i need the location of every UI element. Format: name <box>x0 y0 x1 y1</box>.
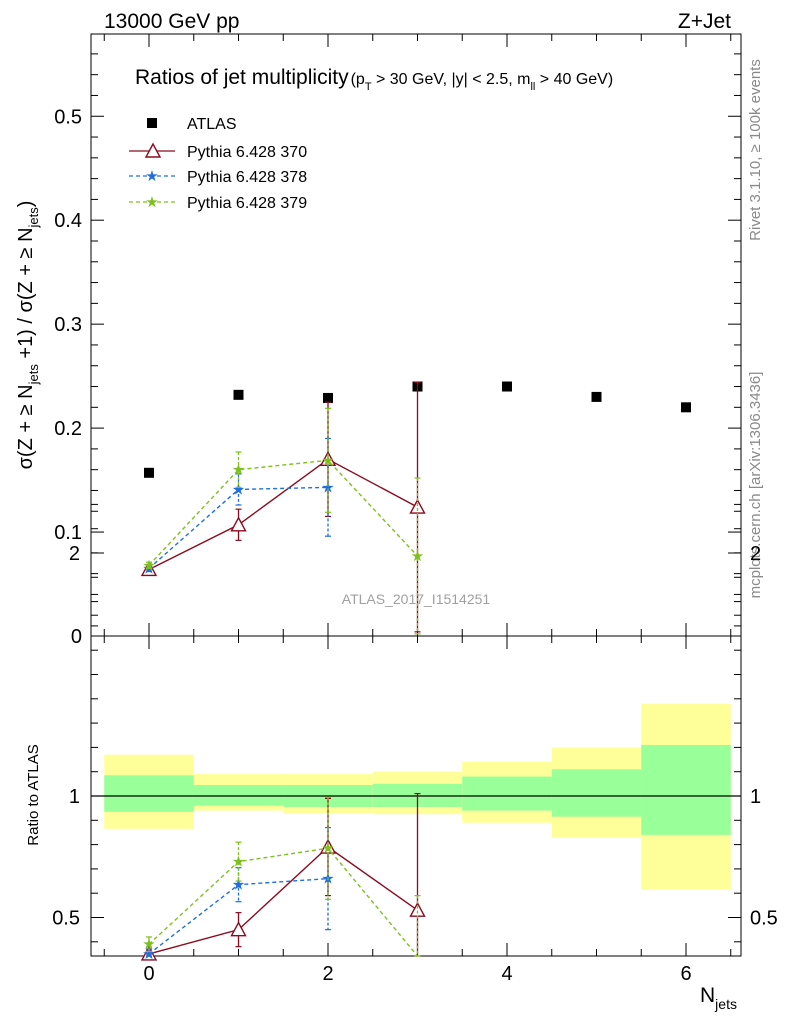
legend-marker-370 <box>144 142 162 158</box>
ratio-ytick-label-right: 2 <box>750 543 761 565</box>
main-ytick-label: 0.3 <box>54 314 82 336</box>
data-point-star: ★ <box>142 936 155 953</box>
legend-label-379: Pythia 6.428 379 <box>187 195 307 212</box>
ratio-xtick-label: 6 <box>680 963 691 985</box>
main-title: Ratios of jet multiplicity (pT > 30 GeV, … <box>135 66 613 93</box>
data-point-triangle <box>409 498 426 514</box>
main-ytick-labels: 0 0.1 0.2 0.3 0.4 0.5 <box>54 106 82 648</box>
rivet-label: Rivet 3.1.10, ≥ 100k events <box>747 59 764 241</box>
ratio-ylabel: Ratio to ATLAS <box>25 744 42 845</box>
data-point-triangle <box>230 516 247 532</box>
data-point-star: ★ <box>321 479 334 496</box>
main-ylabel-sub-2: jets <box>26 207 41 229</box>
title-cuts: (pT > 30 GeV, |y| < 2.5, mll > 40 GeV) <box>351 71 614 93</box>
title-cut-pt-sub: T <box>365 81 372 93</box>
legend-label-atlas: ATLAS <box>187 116 237 133</box>
main-ytick-label: 0.4 <box>54 210 82 232</box>
legend-label-370: Pythia 6.428 370 <box>187 144 307 161</box>
data-point-triangle <box>230 921 247 937</box>
data-point-star: ★ <box>321 452 334 469</box>
legend-marker-378: ★ <box>145 168 158 185</box>
ratio-xlabel: Njets <box>700 984 737 1012</box>
ratio-xtick-label: 2 <box>322 963 333 985</box>
data-point-star: ★ <box>232 877 245 894</box>
main-ytick-label: 0.5 <box>54 106 82 128</box>
ratio-uncertainty-bands <box>91 703 741 890</box>
ratio-xtick-label: 4 <box>501 963 512 985</box>
data-point-star: ★ <box>232 481 245 498</box>
ratio-ytick-label-left: 0.5 <box>52 908 80 930</box>
data-point-star: ★ <box>321 840 334 857</box>
ratio-data-layer: ★★ ★★★★ <box>140 792 426 963</box>
main-ylabel: σ(Z + ≥ Njets +1) / σ(Z + ≥ Njets) <box>15 201 41 470</box>
main-title-text: Ratios of jet multiplicity <box>135 66 349 89</box>
data-point-triangle <box>409 901 426 917</box>
title-cut-mll-sub: ll <box>530 81 535 93</box>
main-ylabel-sub-1: jets <box>26 364 41 386</box>
ratio-ytick-label-left: 2 <box>69 543 80 565</box>
ratio-band-inner <box>193 785 284 806</box>
ratio-ytick-labels: 0.5 0.5 1 1 2 2 <box>52 543 778 930</box>
ratio-xlabel-sub: jets <box>714 996 737 1012</box>
ratio-ytick-label-right: 1 <box>750 786 761 808</box>
data-point-atlas <box>591 391 602 402</box>
data-point-atlas <box>233 389 244 400</box>
ratio-band-inner <box>104 775 194 812</box>
series-line <box>148 458 418 571</box>
data-point-star: ★ <box>142 946 155 963</box>
data-point-atlas <box>502 381 512 392</box>
data-point-star: ★ <box>232 854 245 871</box>
data-point-atlas <box>144 467 154 478</box>
data-point-atlas <box>323 392 333 403</box>
ratio-ytick-label-right: 0.5 <box>750 908 778 930</box>
main-ytick-label: 0 <box>71 626 82 648</box>
main-data-layer: ★★★★★★★ <box>140 381 691 635</box>
data-point-star: ★ <box>142 557 155 574</box>
data-point-star: ★ <box>411 548 424 565</box>
main-ytick-label: 0.1 <box>54 522 82 544</box>
energy-label: 13000 GeV pp <box>104 10 239 33</box>
series-line <box>148 847 419 957</box>
series-line <box>148 846 418 955</box>
ratio-band-inner <box>641 744 731 835</box>
legend-label-378: Pythia 6.428 378 <box>187 169 307 186</box>
legend-marker-379: ★ <box>145 194 158 211</box>
mcplots-label: mcplots.cern.ch [arXiv:1306.3436] <box>747 372 764 599</box>
main-ylabel-end: ) <box>15 201 37 208</box>
ratio-ytick-label-left: 1 <box>69 786 80 808</box>
ratio-xtick-labels: 0 2 4 6 <box>143 963 691 985</box>
series-line <box>148 459 419 566</box>
legend: ATLAS Pythia 6.428 370 ★ Pythia 6.428 37… <box>129 116 307 212</box>
main-ytick-label: 0.2 <box>54 418 82 440</box>
main-plot-panel: 0 0.1 0.2 0.3 0.4 0.5 ATLAS_2017_I1514251 Rat… <box>15 33 742 648</box>
ratio-band-inner <box>462 776 552 811</box>
ratio-tick-marks <box>91 503 741 956</box>
process-label: Z+Jet <box>678 10 731 33</box>
legend-marker-atlas <box>147 118 157 128</box>
main-ylabel-mid: +1) / σ(Z + ≥ N <box>15 227 37 364</box>
data-point-star: ★ <box>232 462 245 479</box>
data-point-atlas <box>681 402 691 413</box>
title-cut-mll-text: > 40 GeV) <box>535 71 613 88</box>
title-cut-pt-text: > 30 GeV, |y| < 2.5, m <box>372 71 531 88</box>
watermark-label: ATLAS_2017_I1514251 <box>342 591 491 607</box>
ratio-band-inner <box>551 769 642 817</box>
ratio-xtick-label: 0 <box>143 963 154 985</box>
